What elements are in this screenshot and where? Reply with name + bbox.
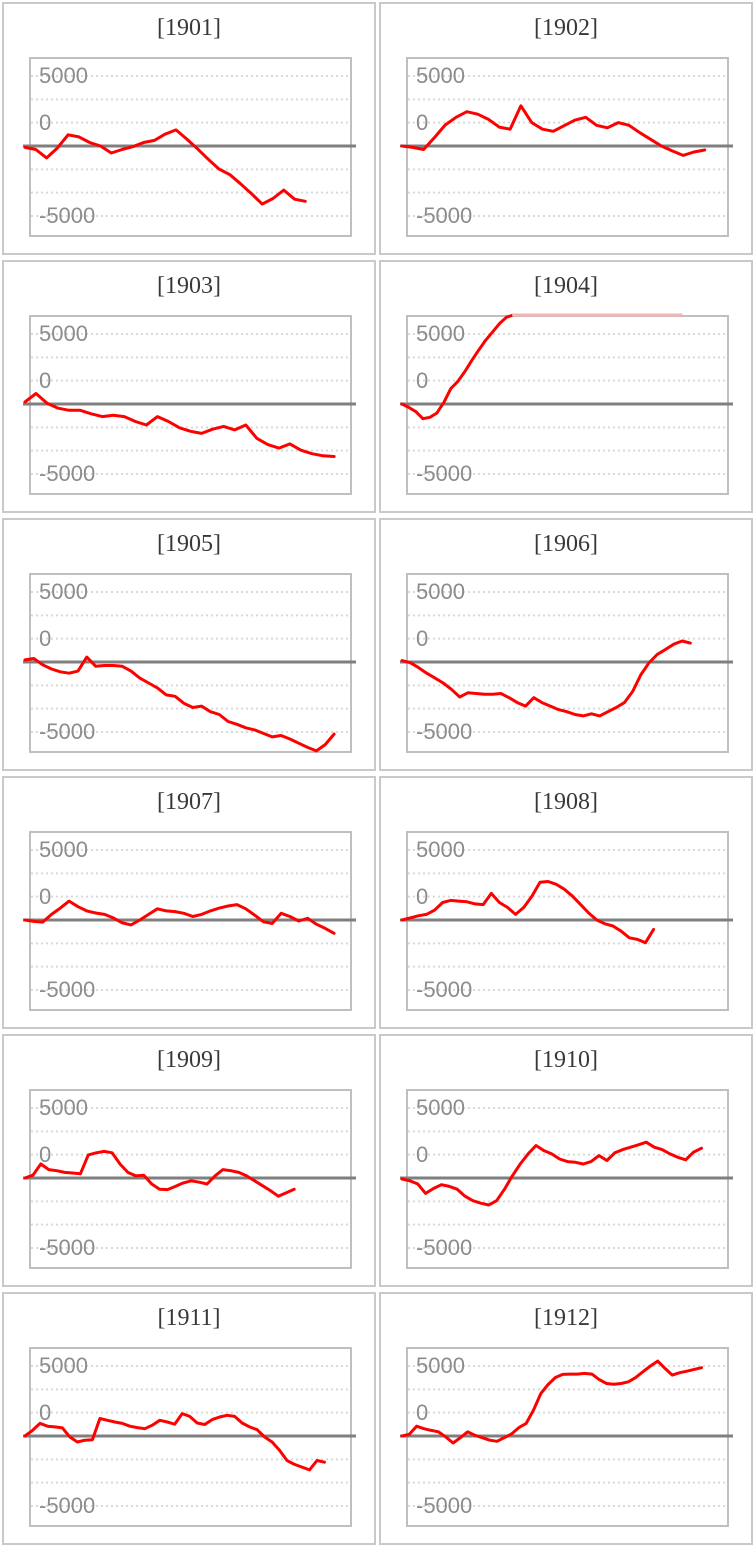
y-axis-label-0: 0 [416, 109, 429, 135]
plot-area: 5000 0 -5000 [400, 313, 733, 495]
y-axis-label-0: 0 [416, 883, 429, 909]
chart-canvas [400, 1359, 733, 1507]
y-axis-label-0: 0 [416, 367, 429, 393]
chart-title: [1911] [157, 1305, 221, 1331]
chart-canvas [400, 849, 733, 991]
y-axis-label-neg5000: -5000 [39, 1492, 96, 1518]
chart-canvas [23, 1365, 356, 1507]
plot-area: 5000 0 -5000 [23, 831, 356, 1011]
chart-canvas [23, 1107, 356, 1249]
series-line [23, 1412, 326, 1472]
y-axis-label-neg5000: -5000 [39, 460, 96, 486]
chart-panel-1901: [1901] 5000 0 -5000 [2, 2, 376, 255]
y-axis-label-5000: 5000 [39, 321, 88, 346]
plot-area: 5000 0 -5000 [400, 573, 733, 753]
y-axis-label-neg5000: -5000 [416, 460, 473, 486]
y-axis-label-5000: 5000 [416, 579, 465, 604]
y-axis-label-0: 0 [39, 883, 52, 909]
series-line [23, 655, 336, 753]
chart-title: [1903] [157, 273, 221, 299]
plot-area: 5000 0 -5000 [23, 315, 356, 495]
chart-panel-1912: [1912] 5000 0 -5000 [379, 1292, 753, 1545]
plot-area: 5000 0 -5000 [23, 1089, 356, 1269]
y-axis-label-5000: 5000 [416, 1095, 465, 1120]
y-axis-label-5000: 5000 [39, 579, 88, 604]
series-line [23, 128, 307, 206]
chart-canvas [400, 75, 733, 217]
series-line [23, 1149, 296, 1198]
chart-title: [1910] [534, 1047, 598, 1073]
y-axis-label-0: 0 [416, 1399, 429, 1425]
y-axis-label-5000: 5000 [39, 63, 88, 88]
y-axis-label-neg5000: -5000 [416, 202, 473, 228]
chart-panel-1905: [1905] 5000 0 -5000 [2, 518, 376, 771]
y-axis-label-neg5000: -5000 [39, 1234, 96, 1260]
chart-canvas [23, 75, 356, 217]
series-line [400, 1140, 703, 1207]
series-line [400, 104, 707, 157]
chart-canvas [400, 313, 733, 475]
chart-title: [1906] [534, 531, 598, 557]
series-line [23, 392, 336, 458]
plot-area: 5000 0 -5000 [400, 57, 733, 237]
chart-canvas [23, 333, 356, 475]
plot-area: 5000 0 -5000 [400, 831, 733, 1011]
chart-panel-1908: [1908] 5000 0 -5000 [379, 776, 753, 1029]
plot-area: 5000 0 -5000 [400, 1347, 733, 1527]
y-axis-label-neg5000: -5000 [39, 976, 96, 1002]
chart-title: [1901] [157, 15, 221, 41]
chart-panel-1909: [1909] 5000 0 -5000 [2, 1034, 376, 1287]
chart-panel-1911: [1911] 5000 0 -5000 [2, 1292, 376, 1545]
y-axis-label-5000: 5000 [416, 63, 465, 88]
series-line [400, 639, 692, 718]
y-axis-label-5000: 5000 [416, 1353, 465, 1378]
y-axis-label-0: 0 [416, 1141, 429, 1167]
y-axis-label-5000: 5000 [39, 1353, 88, 1378]
y-axis-label-0: 0 [39, 367, 52, 393]
y-axis-label-0: 0 [416, 625, 429, 651]
y-axis-label-5000: 5000 [416, 837, 465, 862]
plot-area: 5000 0 -5000 [23, 57, 356, 237]
chart-title: [1905] [157, 531, 221, 557]
y-axis-label-0: 0 [39, 109, 52, 135]
y-axis-label-neg5000: -5000 [416, 1234, 473, 1260]
series-line [400, 1359, 703, 1445]
chart-canvas [400, 1107, 733, 1249]
chart-panel-1903: [1903] 5000 0 -5000 [2, 260, 376, 513]
y-axis-label-5000: 5000 [416, 321, 465, 346]
y-axis-label-neg5000: -5000 [416, 976, 473, 1002]
plot-area: 5000 0 -5000 [23, 1347, 356, 1527]
chart-panel-1906: [1906] 5000 0 -5000 [379, 518, 753, 771]
chart-title: [1909] [157, 1047, 221, 1073]
y-axis-label-neg5000: -5000 [416, 718, 473, 744]
series-line [23, 899, 336, 935]
plot-area: 5000 0 -5000 [23, 573, 356, 753]
chart-title: [1904] [534, 273, 598, 299]
chart-panel-1904: [1904] 5000 0 -5000 [379, 260, 753, 513]
y-axis-label-neg5000: -5000 [39, 718, 96, 744]
chart-title: [1908] [534, 789, 598, 815]
y-axis-label-0: 0 [39, 1141, 52, 1167]
y-axis-label-0: 0 [39, 625, 52, 651]
chart-title: [1902] [534, 15, 598, 41]
chart-canvas [400, 591, 733, 733]
chart-canvas [23, 849, 356, 991]
chart-panel-1910: [1910] 5000 0 -5000 [379, 1034, 753, 1287]
chart-canvas [23, 591, 356, 753]
y-axis-label-0: 0 [39, 1399, 52, 1425]
y-axis-label-neg5000: -5000 [39, 202, 96, 228]
series-line [400, 880, 656, 945]
chart-title: [1907] [157, 789, 221, 815]
y-axis-label-neg5000: -5000 [416, 1492, 473, 1518]
chart-title: [1912] [534, 1305, 598, 1331]
y-axis-label-5000: 5000 [39, 1095, 88, 1120]
chart-panel-1907: [1907] 5000 0 -5000 [2, 776, 376, 1029]
chart-panel-1902: [1902] 5000 0 -5000 [379, 2, 753, 255]
y-axis-label-5000: 5000 [39, 837, 88, 862]
plot-area: 5000 0 -5000 [400, 1089, 733, 1269]
